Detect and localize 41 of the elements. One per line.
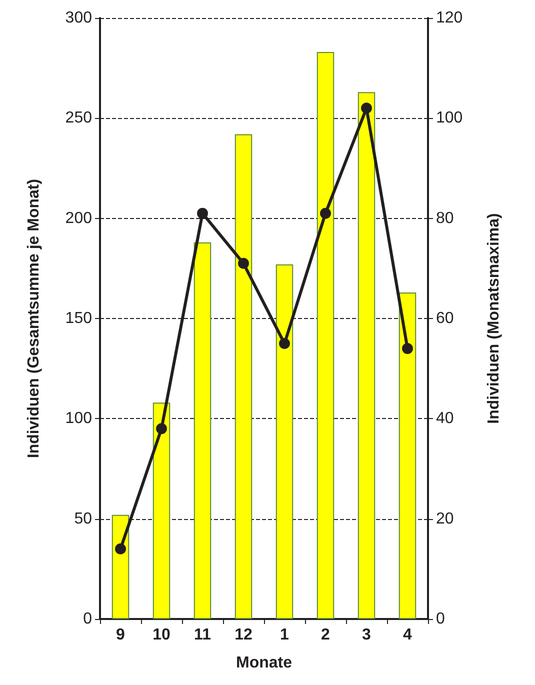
- bar: [358, 92, 376, 619]
- y-tick-label: 100: [65, 410, 92, 428]
- x-tick-label: 3: [362, 626, 372, 644]
- y2-axis-title: Individuen (Monatsmaxima): [486, 213, 502, 424]
- y-tick-label: 300: [65, 10, 92, 26]
- bar: [112, 514, 130, 619]
- point: [361, 102, 372, 114]
- bar: [316, 52, 334, 619]
- bar: [194, 242, 212, 619]
- y-tick-label: 200: [65, 210, 92, 227]
- point: [197, 208, 208, 219]
- x-tick-label: 2: [321, 626, 330, 644]
- point: [156, 423, 167, 434]
- bar: [234, 134, 252, 619]
- x-tick-label: 1: [280, 626, 290, 644]
- bar: [152, 402, 170, 619]
- x-tick-label: 10: [152, 626, 170, 644]
- x-tick-label: 11: [194, 626, 212, 644]
- x-tick-label: 4: [403, 626, 412, 644]
- y2-tick-label: 40: [436, 410, 454, 428]
- y2-tick-label: 0: [436, 610, 445, 628]
- point: [402, 343, 413, 354]
- x-tick-label: 12: [234, 626, 252, 644]
- y2-tick-label: 80: [436, 210, 454, 227]
- y-tick-label: 250: [65, 110, 92, 127]
- x-tick-label: 9: [116, 626, 126, 644]
- y-tick-label: 50: [74, 510, 92, 528]
- x-axis-title: Monate: [236, 654, 292, 672]
- point: [320, 208, 331, 219]
- y2-tick-label: 120: [436, 10, 463, 26]
- point: [238, 258, 249, 269]
- point: [279, 338, 290, 350]
- y-tick-label: 150: [65, 310, 92, 327]
- y2-tick-label: 20: [436, 510, 454, 528]
- bar: [398, 292, 416, 619]
- y2-tick-label: 100: [436, 110, 463, 127]
- y-tick-label: 0: [83, 610, 92, 628]
- y2-tick-label: 60: [436, 310, 454, 327]
- bar: [276, 264, 294, 619]
- point: [115, 543, 126, 554]
- y-axis-title: Individuen (Gesamtsumme je Monat): [26, 178, 42, 458]
